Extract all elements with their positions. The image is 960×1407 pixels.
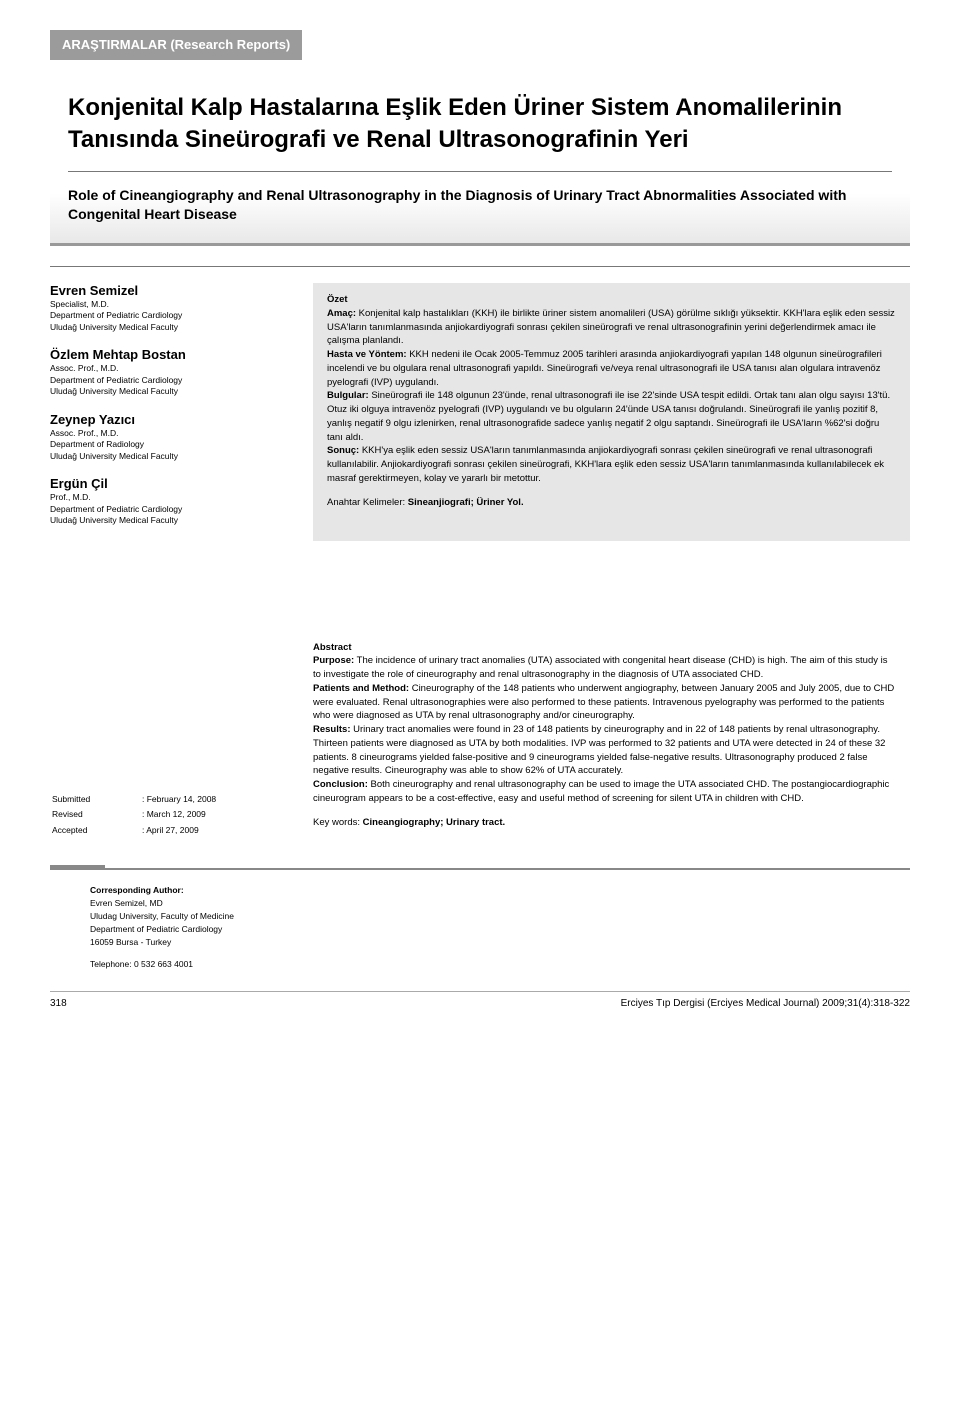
authors-column: Evren Semizel Specialist, M.D. Departmen… — [50, 283, 285, 541]
author-degree: Assoc. Prof., M.D. — [50, 363, 285, 374]
ozet-bulgular-label: Bulgular: — [327, 390, 369, 401]
revised-value: : March 12, 2009 — [142, 808, 283, 822]
ozet-sonuc-text: KKH'ya eşlik eden sessiz USA'ların tanım… — [327, 445, 884, 484]
corresponding-author: Corresponding Author: Evren Semizel, MD … — [90, 884, 450, 972]
abstract-patients-label: Patients and Method: — [313, 683, 409, 694]
author-faculty: Uludağ University Medical Faculty — [50, 451, 285, 462]
author-name: Ergün Çil — [50, 476, 285, 491]
abstract-conclusion-label: Conclusion: — [313, 779, 368, 790]
ozet-bulgular-text: Sineürografi ile 148 olgunun 23'ünde, re… — [327, 390, 890, 442]
title-section: Konjenital Kalp Hastalarına Eşlik Eden Ü… — [50, 78, 910, 246]
author-degree: Prof., M.D. — [50, 492, 285, 503]
ozet-amac-label: Amaç: — [327, 308, 356, 319]
ozet-keywords-label: Anahtar Kelimeler: — [327, 497, 408, 508]
author-degree: Assoc. Prof., M.D. — [50, 428, 285, 439]
corresponding-inst: Uludag University, Faculty of Medicine — [90, 910, 450, 923]
accepted-label: Accepted — [52, 824, 140, 838]
journal-citation: Erciyes Tıp Dergisi (Erciyes Medical Jou… — [621, 998, 910, 1009]
corresponding-tel: Telephone: 0 532 663 4001 — [90, 958, 450, 971]
author-dept: Department of Radiology — [50, 439, 285, 450]
author-dept: Department of Pediatric Cardiology — [50, 310, 285, 321]
dates-table: Submitted: February 14, 2008 Revised: Ma… — [50, 791, 285, 840]
ozet-column: Özet Amaç: Konjenital kalp hastalıkları … — [313, 283, 910, 541]
author-faculty: Uludağ University Medical Faculty — [50, 515, 285, 526]
abstract-purpose-text: The incidence of urinary tract anomalies… — [313, 655, 887, 680]
abstract-keywords: Cineangiography; Urinary tract. — [363, 817, 506, 828]
bottom-divider — [50, 868, 910, 870]
abstract-heading: Abstract — [313, 642, 352, 653]
corresponding-addr: 16059 Bursa - Turkey — [90, 936, 450, 949]
author-dept: Department of Pediatric Cardiology — [50, 504, 285, 515]
title-english: Role of Cineangiography and Renal Ultras… — [68, 186, 892, 225]
ozet-amac-text: Konjenital kalp hastalıkları (KKH) ile b… — [327, 308, 895, 347]
page-footer: 318 Erciyes Tıp Dergisi (Erciyes Medical… — [50, 991, 910, 1009]
abstract-conclusion-text: Both cineurography and renal ultrasonogr… — [313, 779, 889, 804]
corresponding-heading: Corresponding Author: — [90, 884, 450, 897]
accepted-value: : April 27, 2009 — [142, 824, 283, 838]
author-name: Özlem Mehtap Bostan — [50, 347, 285, 362]
ozet-keywords: Sineanjiografi; Üriner Yol. — [408, 497, 524, 508]
author-faculty: Uludağ University Medical Faculty — [50, 386, 285, 397]
submitted-label: Submitted — [52, 793, 140, 807]
ozet-hasta-text: KKH nedeni ile Ocak 2005-Temmuz 2005 tar… — [327, 349, 882, 388]
category-header: ARAŞTIRMALAR (Research Reports) — [50, 30, 302, 60]
author-block: Zeynep Yazıcı Assoc. Prof., M.D. Departm… — [50, 412, 285, 462]
category-label: ARAŞTIRMALAR (Research Reports) — [62, 37, 290, 52]
abstract-results-label: Results: — [313, 724, 350, 735]
ozet-heading: Özet — [327, 294, 348, 305]
abstract-column: Abstract Purpose: The incidence of urina… — [313, 631, 910, 850]
author-block: Ergün Çil Prof., M.D. Department of Pedi… — [50, 476, 285, 526]
revised-label: Revised — [52, 808, 140, 822]
author-degree: Specialist, M.D. — [50, 299, 285, 310]
author-dept: Department of Pediatric Cardiology — [50, 375, 285, 386]
corresponding-name: Evren Semizel, MD — [90, 897, 450, 910]
corresponding-dept: Department of Pediatric Cardiology — [90, 923, 450, 936]
author-name: Zeynep Yazıcı — [50, 412, 285, 427]
author-faculty: Uludağ University Medical Faculty — [50, 322, 285, 333]
abstract-results-text: Urinary tract anomalies were found in 23… — [313, 724, 885, 776]
author-block: Özlem Mehtap Bostan Assoc. Prof., M.D. D… — [50, 347, 285, 397]
dates-column: Submitted: February 14, 2008 Revised: Ma… — [50, 631, 285, 850]
ozet-hasta-label: Hasta ve Yöntem: — [327, 349, 407, 360]
abstract-keywords-label: Key words: — [313, 817, 363, 828]
ozet-sonuc-label: Sonuç: — [327, 445, 359, 456]
abstract-purpose-label: Purpose: — [313, 655, 354, 666]
author-name: Evren Semizel — [50, 283, 285, 298]
title-turkish: Konjenital Kalp Hastalarına Eşlik Eden Ü… — [68, 92, 892, 157]
submitted-value: : February 14, 2008 — [142, 793, 283, 807]
page-number: 318 — [50, 998, 67, 1009]
author-block: Evren Semizel Specialist, M.D. Departmen… — [50, 283, 285, 333]
